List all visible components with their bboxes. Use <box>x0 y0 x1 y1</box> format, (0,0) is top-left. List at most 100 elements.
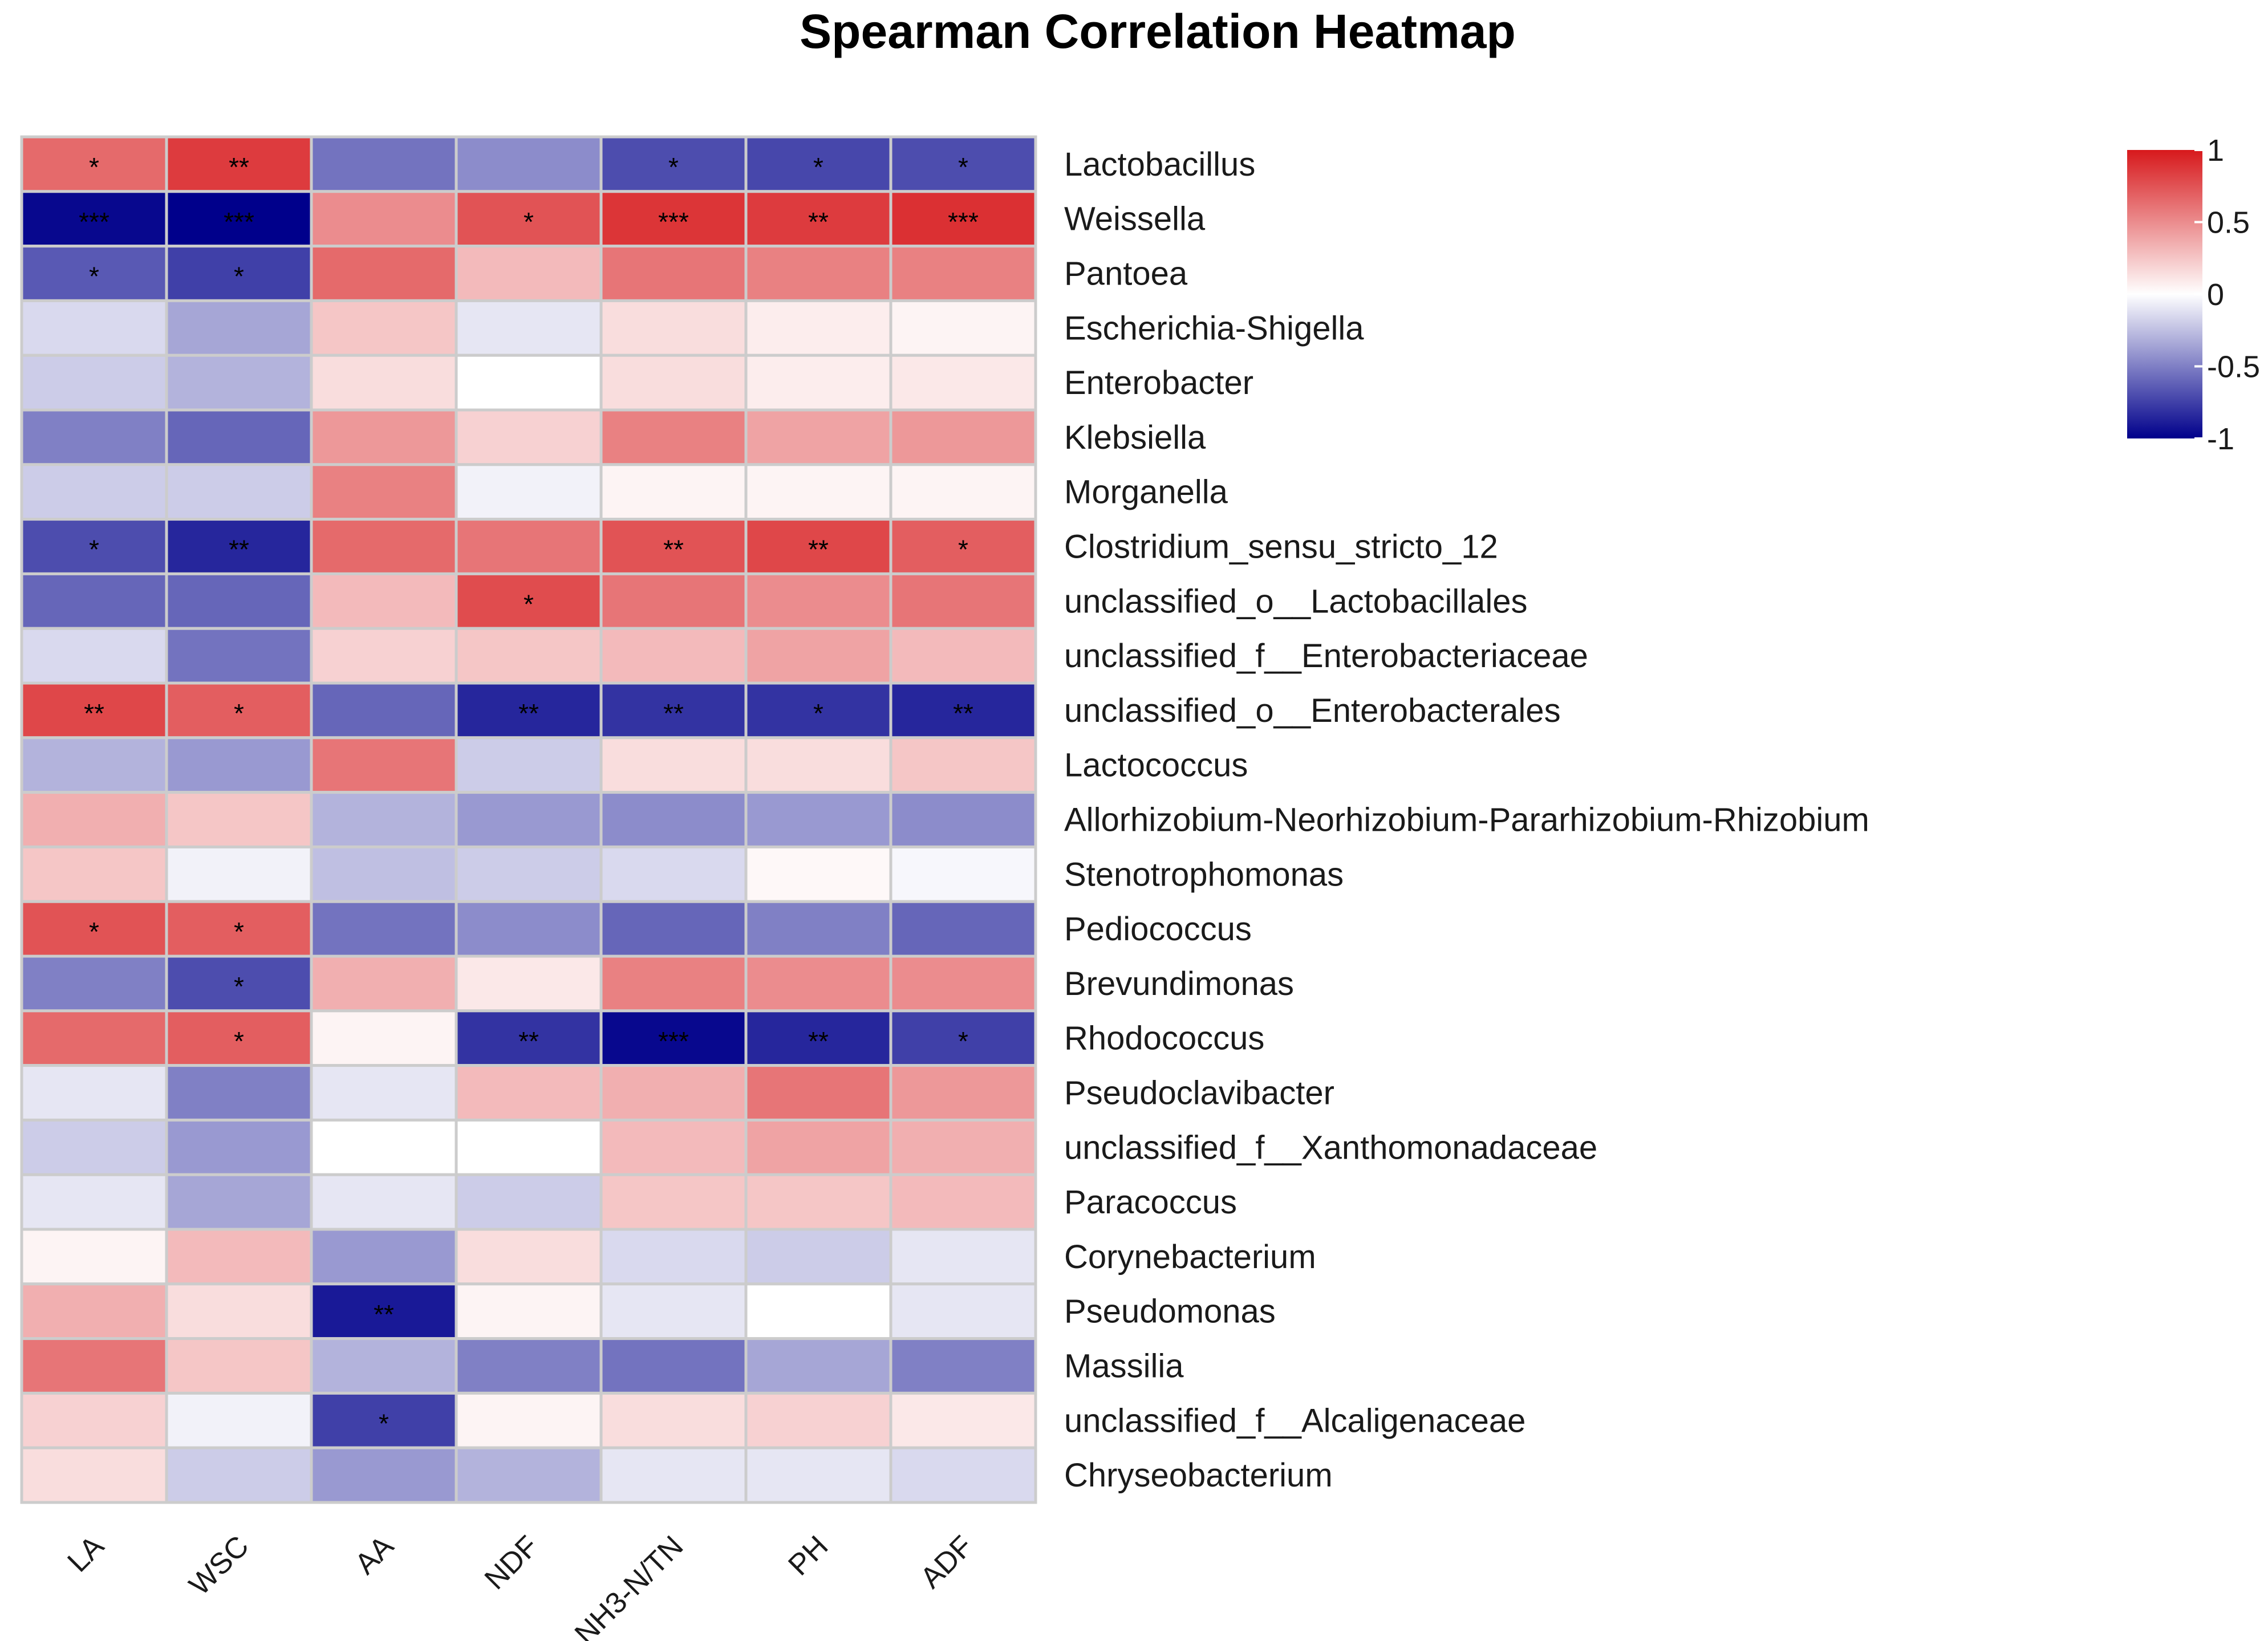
chart-title: Spearman Correlation Heatmap <box>800 5 1516 58</box>
heatmap-cell <box>310 135 458 193</box>
heatmap-cell <box>744 1118 892 1176</box>
heatmap-cell <box>744 1282 892 1341</box>
significance-mark: * <box>234 972 244 1001</box>
heatmap-cell <box>165 900 313 958</box>
heatmap-cell <box>889 1282 1037 1341</box>
row-labels: Lactobacillus Weissella Pantoea Escherichia… <box>1064 146 1869 1494</box>
heatmap-cell <box>744 299 892 357</box>
heatmap-cell <box>455 954 603 1013</box>
significance-mark: *** <box>79 207 109 237</box>
heatmap-cell <box>20 1228 168 1286</box>
legend-tick-label: -0.5 <box>2207 350 2260 384</box>
heatmap-cell <box>20 1446 168 1504</box>
heatmap-cell <box>599 1282 748 1341</box>
heatmap-cell <box>599 1446 748 1504</box>
heatmap-cell <box>889 190 1037 248</box>
significance-mark: * <box>234 1026 244 1056</box>
significance-mark: ** <box>953 698 973 728</box>
heatmap-cell <box>20 1337 168 1395</box>
column-label: NDF <box>478 1529 545 1596</box>
heatmap-cell <box>165 736 313 794</box>
heatmap-cell <box>455 518 603 575</box>
heatmap-cell <box>20 135 168 193</box>
column-label: PH <box>782 1529 834 1582</box>
heatmap-cell <box>744 1173 892 1231</box>
legend-tick-label: 0 <box>2207 278 2224 312</box>
heatmap-cells <box>20 135 1037 1504</box>
significance-mark: * <box>958 535 968 564</box>
heatmap-cell <box>165 572 313 630</box>
significance-mark: * <box>89 917 99 947</box>
column-label: LA <box>61 1529 110 1578</box>
heatmap-cell <box>455 845 603 903</box>
heatmap-cell <box>310 245 458 302</box>
heatmap-cell <box>20 1391 168 1449</box>
heatmap-cell <box>744 954 892 1013</box>
heatmap-cell <box>599 1173 748 1231</box>
heatmap-cell <box>455 408 603 466</box>
heatmap-cell <box>20 845 168 903</box>
heatmap-cell <box>889 1337 1037 1395</box>
heatmap-cell <box>455 1064 603 1122</box>
row-label: Clostridium_sensu_stricto_12 <box>1064 529 1498 566</box>
heatmap-cell <box>889 463 1037 521</box>
significance-mark: * <box>668 152 679 182</box>
significance-mark: * <box>524 207 534 237</box>
row-label: Paracoccus <box>1064 1184 1237 1221</box>
heatmap-cell <box>889 1228 1037 1286</box>
significance-mark: * <box>813 152 823 182</box>
heatmap-cell <box>744 1337 892 1395</box>
heatmap-cell <box>310 1446 458 1504</box>
heatmap-cell <box>455 1391 603 1449</box>
row-label: unclassified_o__Lactobacillales <box>1064 583 1528 620</box>
row-label: unclassified_o__Enterobacterales <box>1064 692 1561 729</box>
heatmap-cell <box>599 1391 748 1449</box>
column-label: WSC <box>183 1529 255 1602</box>
row-label: Pantoea <box>1064 255 1188 293</box>
heatmap-cell <box>165 1337 313 1395</box>
heatmap-cell <box>599 572 748 630</box>
heatmap-cell <box>455 245 603 302</box>
significance-mark: ** <box>374 1299 394 1329</box>
heatmap-cell <box>599 681 748 740</box>
heatmap-cell <box>744 1228 892 1286</box>
legend-tick-label: -1 <box>2207 422 2234 456</box>
heatmap-cell <box>20 190 168 248</box>
row-label: unclassified_f__Alcaligenaceae <box>1064 1402 1525 1439</box>
significance-mark: *** <box>224 207 254 237</box>
significance-mark: * <box>958 1026 968 1056</box>
heatmap-cell <box>889 518 1037 575</box>
heatmap-cell <box>889 354 1037 412</box>
row-label: Massilia <box>1064 1348 1184 1385</box>
heatmap-cell <box>165 408 313 466</box>
column-labels: LA WSC AA NDF NH3-N/TN PH ADF <box>61 1529 979 1641</box>
row-label: Escherichia-Shigella <box>1064 310 1364 347</box>
heatmap-cell <box>20 245 168 302</box>
heatmap-cell <box>165 354 313 412</box>
significance-mark: * <box>524 589 534 619</box>
heatmap-cell <box>310 408 458 466</box>
significance-mark: * <box>89 152 99 182</box>
heatmap-cell <box>455 299 603 357</box>
significance-mark: ** <box>229 535 249 564</box>
heatmap-cell <box>744 627 892 685</box>
heatmap-cell <box>599 791 748 848</box>
heatmap-cell <box>889 1009 1037 1067</box>
significance-mark: *** <box>658 1026 689 1056</box>
heatmap-cell <box>744 1064 892 1122</box>
heatmap-cell <box>744 245 892 302</box>
significance-mark: * <box>234 917 244 947</box>
heatmap-cell <box>165 1228 313 1286</box>
heatmap-cell <box>455 900 603 958</box>
heatmap-cell <box>744 845 892 903</box>
heatmap-cell <box>744 736 892 794</box>
heatmap-cell <box>889 1446 1037 1504</box>
heatmap-cell <box>310 1173 458 1231</box>
heatmap-cell <box>20 1282 168 1341</box>
significance-mark: * <box>89 262 99 291</box>
heatmap-cell <box>165 299 313 357</box>
heatmap-cell <box>744 354 892 412</box>
heatmap-cell <box>889 736 1037 794</box>
heatmap-cell <box>455 572 603 630</box>
